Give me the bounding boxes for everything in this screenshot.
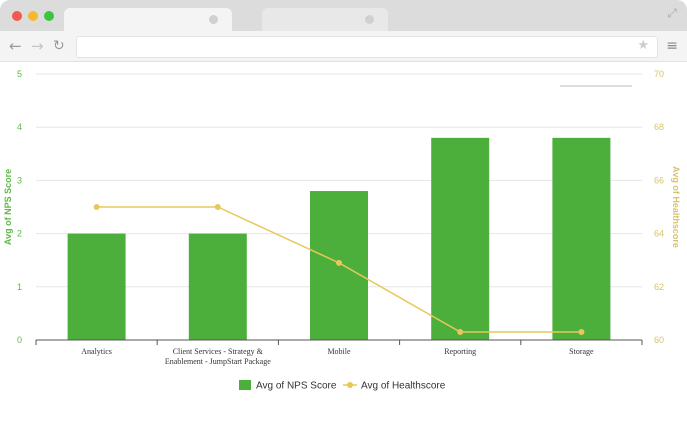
- left-axis-tick-label: 5: [17, 69, 22, 79]
- nps-bar[interactable]: [431, 137, 490, 340]
- address-bar[interactable]: ★: [76, 36, 658, 58]
- right-axis-tick-label: 66: [654, 175, 664, 185]
- right-axis-tick-label: 70: [654, 69, 664, 79]
- star-icon[interactable]: ★: [637, 38, 649, 53]
- left-axis-tick-label: 4: [17, 122, 22, 132]
- right-axis-label: Avg of Healthscore: [671, 166, 681, 248]
- category-label: Enablement - JumpStart Package: [165, 357, 271, 366]
- tab-close-icon[interactable]: [365, 15, 374, 24]
- category-label: Analytics: [81, 347, 112, 356]
- chart-tick-labels: 0 1 2 3 4 5 60 62 64 66 68 70: [17, 69, 664, 345]
- left-axis-tick-label: 1: [17, 282, 22, 292]
- right-axis-tick-label: 68: [654, 122, 664, 132]
- browser-tab-inactive[interactable]: [262, 8, 388, 31]
- healthscore-point[interactable]: [578, 329, 585, 336]
- title-bar: ⤢: [0, 0, 687, 31]
- left-axis-tick-label: 0: [17, 335, 22, 345]
- healthscore-point[interactable]: [93, 204, 100, 210]
- category-label: Client Services - Strategy &: [173, 347, 264, 356]
- category-label: Storage: [569, 347, 594, 356]
- close-window-button[interactable]: [12, 11, 22, 21]
- left-axis-label: Avg of NPS Score: [3, 169, 13, 245]
- forward-arrow-icon[interactable]: →: [31, 37, 44, 55]
- healthscore-point[interactable]: [214, 204, 221, 210]
- legend-swatch-nps[interactable]: [239, 380, 251, 390]
- chart-gridlines: [36, 73, 642, 288]
- healthscore-point[interactable]: [336, 259, 342, 266]
- expand-icon[interactable]: ⤢: [667, 6, 677, 20]
- healthscore-line-series: [93, 204, 585, 336]
- chart-category-labels: Analytics Client Services - Strategy &Ena…: [81, 347, 594, 366]
- legend-marker-healthscore: [347, 382, 353, 388]
- healthscore-point[interactable]: [457, 329, 464, 336]
- right-axis-tick-label: 62: [654, 282, 664, 292]
- nps-healthscore-chart: 0 1 2 3 4 5 60 62 64 66 68 70 Analytics Client Servi…: [3, 69, 681, 392]
- nps-bar[interactable]: [552, 137, 611, 340]
- hamburger-menu-icon[interactable]: ≡: [666, 38, 678, 54]
- right-axis-tick-label: 64: [654, 229, 664, 239]
- nps-bar[interactable]: [188, 233, 247, 340]
- back-arrow-icon[interactable]: ←: [9, 37, 22, 55]
- left-axis-tick-label: 2: [17, 229, 22, 239]
- browser-tab-active[interactable]: [64, 8, 232, 31]
- legend-label-nps[interactable]: Avg of NPS Score: [256, 381, 337, 392]
- maximize-window-button[interactable]: [44, 11, 54, 21]
- chart-legend: Avg of NPS Score Avg of Healthscore: [239, 380, 446, 392]
- browser-toolbar: ← → ↻ ★ ≡: [0, 31, 687, 62]
- right-axis-tick-label: 60: [654, 335, 664, 345]
- tab-close-icon[interactable]: [209, 15, 218, 24]
- nps-bar[interactable]: [67, 233, 126, 340]
- left-axis-tick-label: 3: [17, 175, 22, 185]
- minimize-window-button[interactable]: [28, 11, 38, 21]
- reload-icon[interactable]: ↻: [53, 38, 65, 54]
- nps-score-bars: [67, 137, 611, 340]
- category-label: Mobile: [327, 347, 351, 356]
- legend-label-healthscore[interactable]: Avg of Healthscore: [361, 381, 446, 392]
- category-label: Reporting: [444, 347, 476, 356]
- chart-axes: [35, 85, 643, 345]
